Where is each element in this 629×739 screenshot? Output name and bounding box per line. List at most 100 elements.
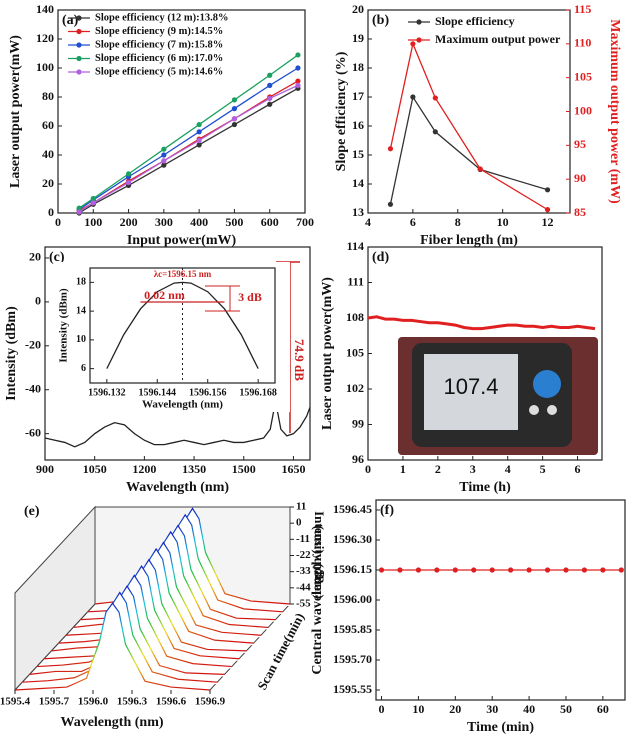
- series-marker: [125, 171, 132, 177]
- trace-line: [14, 602, 211, 691]
- series-line: [367, 315, 596, 331]
- y-tick-label: 20: [352, 2, 364, 16]
- x-tick-label: 1596.132: [88, 387, 126, 398]
- series-line: [78, 84, 299, 213]
- y2-axis-label: Maximum output power (mW): [607, 19, 622, 204]
- y2-tick-label: 85: [574, 205, 586, 219]
- x-axis-label: Input power(mW): [127, 233, 237, 248]
- y-tick-label: -20: [25, 338, 41, 352]
- trace-occluder: [15, 603, 210, 692]
- series-marker: [295, 82, 301, 88]
- series-marker: [231, 106, 238, 112]
- x-tick-label: 1596.6: [156, 696, 187, 708]
- annotation: 0.02 nm: [144, 288, 185, 302]
- panel-label: (d): [372, 250, 389, 265]
- x-axis-label: Wavelength (nm): [60, 715, 163, 730]
- y-axis-label: Intensity (dBm): [58, 288, 70, 363]
- x-tick-label: 5: [540, 462, 546, 476]
- annotation: λc=1596.15 nm: [154, 269, 212, 279]
- x-tick-label: 50: [560, 702, 572, 716]
- y-tick-label: 111: [347, 274, 364, 288]
- series-line: [106, 281, 259, 369]
- y-axis-label: Laser output power(mW): [320, 277, 335, 430]
- x-tick-label: 6: [410, 215, 416, 229]
- y-tick-label: 60: [42, 118, 54, 132]
- x-tick-label: 1: [400, 462, 406, 476]
- y2-tick-label: 105: [574, 69, 592, 83]
- series-line: [389, 41, 548, 211]
- series-marker: [544, 567, 551, 573]
- series-marker: [432, 95, 438, 101]
- series-marker: [471, 567, 477, 573]
- y2-tick-label: 115: [574, 2, 591, 16]
- y-tick-label: 1595.55: [333, 682, 372, 696]
- x-tick-label: 0: [55, 215, 61, 229]
- trace-line: [22, 591, 218, 683]
- x-tick-label: 200: [120, 215, 138, 229]
- series-marker: [196, 129, 202, 135]
- y-tick-label: 15: [352, 147, 364, 161]
- trace-line: [44, 565, 240, 660]
- z-tick-label: -11: [296, 533, 310, 545]
- series-marker: [410, 41, 416, 47]
- series-marker: [432, 129, 438, 135]
- y-tick-label: 18: [352, 60, 364, 74]
- y2-tick-label: 100: [574, 103, 592, 117]
- y2-tick-label: 95: [574, 137, 586, 151]
- legend-marker: [416, 37, 422, 43]
- y-tick-label: 96: [352, 452, 364, 466]
- panel-label: (b): [372, 13, 389, 28]
- device-button: [547, 405, 557, 415]
- x-tick-label: 1500: [232, 462, 256, 476]
- series-marker: [267, 82, 273, 88]
- y-tick-label: 80: [42, 89, 54, 103]
- x-tick-label: 10: [497, 215, 509, 229]
- series-marker: [196, 142, 202, 148]
- series-marker: [196, 137, 202, 144]
- series-marker: [415, 567, 422, 573]
- x-tick-label: 8: [455, 215, 461, 229]
- device-screen: [424, 354, 518, 430]
- x-axis-label: Time (min): [467, 720, 534, 735]
- trace-line: [36, 574, 232, 668]
- plot-frame: [57, 9, 306, 214]
- x-tick-label: 300: [155, 215, 173, 229]
- series-marker: [600, 567, 606, 573]
- y-tick-label: 13: [352, 205, 364, 219]
- z-tick-label: -22: [296, 549, 311, 561]
- y-axis-label: Slope efficiency (%): [334, 51, 349, 171]
- panel-label: (f): [380, 503, 394, 518]
- x-tick-label: 6: [575, 462, 581, 476]
- series-marker: [161, 146, 167, 152]
- y-tick-label: 20: [29, 250, 41, 264]
- x-tick-label: 1596.0: [78, 696, 109, 708]
- series-line: [78, 54, 299, 209]
- series-marker: [563, 567, 569, 573]
- y-tick-label: 14: [352, 176, 364, 190]
- y-tick-label: 120: [36, 31, 54, 45]
- y-tick-label: 1595.70: [333, 652, 372, 666]
- y-axis-label: Intensity (dBm): [4, 306, 19, 401]
- x-tick-label: 10: [412, 702, 424, 716]
- y-tick-label: -40: [25, 381, 41, 395]
- legend-label: Maximum output power: [435, 32, 561, 46]
- series-marker: [267, 72, 273, 78]
- series-marker: [544, 207, 551, 213]
- x-tick-label: 700: [296, 215, 314, 229]
- x-tick-label: 1596.168: [239, 387, 277, 398]
- legend-marker: [76, 55, 82, 62]
- trace-line: [29, 585, 225, 675]
- series-marker: [295, 52, 301, 58]
- y-tick-label: 108: [346, 310, 364, 324]
- x-tick-label: 1350: [182, 462, 206, 476]
- series-line: [44, 262, 311, 448]
- device-button: [533, 370, 561, 398]
- legend-label: Slope efficiency (12 m):13.8%: [95, 12, 229, 23]
- x-tick-label: 1596.9: [195, 696, 226, 708]
- y-tick-label: 0: [35, 294, 41, 308]
- series-marker: [76, 205, 82, 211]
- panel-label: (e): [24, 504, 40, 519]
- depth-axis-label: Scan time(min): [254, 610, 307, 692]
- x-tick-label: 1596.3: [117, 696, 148, 708]
- y-tick-label: 6: [81, 363, 86, 374]
